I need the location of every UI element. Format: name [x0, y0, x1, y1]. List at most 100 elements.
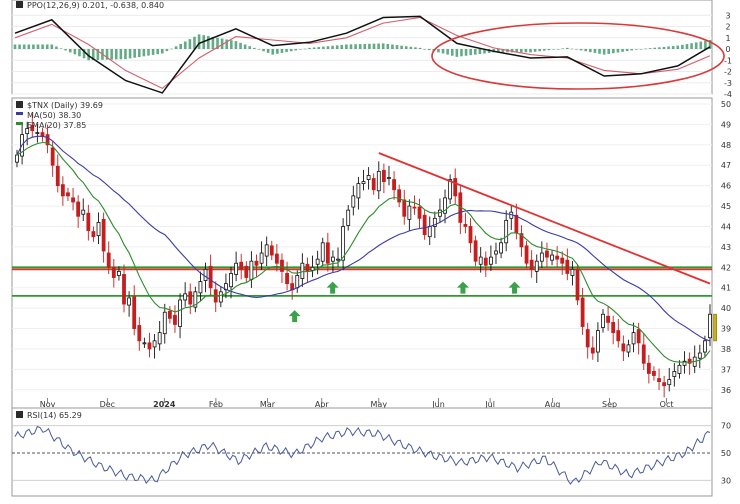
candle-body [448, 179, 453, 200]
candle-body [274, 253, 279, 264]
ppo-histogram-bar [593, 49, 597, 53]
ppo-histogram-bar [556, 49, 560, 50]
candle-body [453, 178, 458, 197]
ppo-histogram-bar [349, 44, 353, 49]
ppo-histogram-bar [381, 43, 385, 49]
candle-body [381, 169, 386, 182]
ppo-histogram-bar [211, 36, 215, 49]
ppo-histogram-bar [538, 49, 542, 52]
candle-body [229, 273, 233, 288]
candle-body [376, 170, 381, 192]
ppo-histogram-bar [18, 44, 21, 49]
candle-body [331, 256, 335, 262]
rsi-line [14, 425, 711, 485]
candle-body [264, 244, 269, 257]
support-arrow [326, 281, 339, 294]
candle-body [636, 329, 641, 344]
ppo-line [14, 15, 711, 94]
ppo-histogram-bar [280, 49, 284, 53]
support-arrow [456, 281, 469, 294]
candle-body [341, 226, 346, 261]
ppo-histogram-bar [354, 44, 357, 49]
ppo-histogram-bar [464, 49, 468, 56]
candle-body [244, 265, 249, 278]
x-tick-label: Dec [100, 400, 115, 409]
ppo-histogram-bar [584, 49, 588, 52]
ppo-histogram-bar [253, 47, 256, 49]
ma50-label: MA(50) 38.30 [27, 111, 81, 120]
candle-body [402, 199, 407, 217]
ppo-histogram-bar [174, 46, 178, 49]
ppo-histogram-bar [289, 49, 293, 52]
candle-body [463, 224, 468, 227]
ppo-histogram-bar [579, 49, 583, 51]
candle-body [198, 281, 203, 294]
price-y-tick: 38 [721, 345, 731, 354]
ppo-histogram-bar [170, 48, 173, 50]
candle-body [631, 332, 636, 345]
ppo-histogram-bar [414, 47, 417, 49]
candle-body [611, 322, 616, 334]
ppo-histogram-bar [621, 49, 624, 52]
ppo-histogram-bar [519, 49, 523, 53]
candle-body [387, 177, 391, 179]
candle-body [152, 340, 157, 348]
ppo-histogram-bar [105, 49, 109, 60]
price-legend: $TNX (Daily) 39.69 MA(50) 38.30 EMA(20) … [16, 101, 103, 130]
candle-body [310, 266, 315, 271]
price-y-tick: 43 [721, 243, 731, 252]
ppo-histogram-bar [612, 49, 615, 54]
candle-body [285, 273, 289, 285]
candle-body [504, 219, 509, 244]
ppo-histogram-bar [368, 43, 371, 49]
ppo-y-tick: 1 [725, 34, 730, 43]
ppo-histogram-bar [22, 44, 26, 49]
ppo-histogram-bar [239, 42, 242, 49]
price-y-tick: 36 [721, 386, 731, 395]
candle-body [351, 195, 356, 208]
candle-body [111, 266, 116, 278]
ppo-histogram-bar [469, 49, 472, 56]
candle-body [483, 257, 488, 266]
candle-body [422, 214, 427, 236]
candle-body [519, 233, 524, 248]
candle-body [239, 261, 244, 270]
ppo-histogram-bar [699, 41, 703, 49]
candle-body [269, 245, 274, 256]
ppo-histogram-bar [708, 40, 712, 49]
ppo-histogram-bar [55, 46, 58, 49]
ppo-histogram-bar [496, 49, 500, 53]
ppo-histogram-bar [547, 49, 551, 51]
candle-body [86, 212, 91, 231]
ppo-histogram-bar [294, 49, 298, 51]
candle-body [646, 362, 651, 374]
ppo-histogram-bar [630, 49, 634, 51]
candle-body [45, 134, 50, 146]
candle-body [336, 258, 340, 261]
candle-body [356, 183, 361, 199]
candle-body [687, 358, 692, 364]
ppo-histogram-bar [50, 44, 54, 49]
ppo-histogram-bar [87, 49, 90, 61]
support-arrow [288, 310, 301, 323]
ppo-histogram-bar [529, 49, 532, 53]
rsi-panel: 70 50 30 RSI(14) 65.29 [11, 407, 731, 497]
candle-body [127, 297, 132, 306]
candle-body [218, 291, 223, 303]
ma50-line [16, 135, 711, 342]
ppo-histogram-bar [404, 46, 408, 49]
ppo-histogram-bar [266, 49, 270, 53]
price-y-tick: 47 [721, 161, 731, 170]
x-tick-label: Nov [40, 400, 56, 409]
ppo-histogram-bar [32, 44, 35, 49]
price-y-tick: 44 [721, 222, 731, 231]
ppo-highlight-ellipse [431, 22, 725, 90]
candle-body [473, 240, 478, 262]
ppo-histogram-bar [602, 49, 606, 55]
ppo-histogram-bar [73, 49, 77, 55]
candle-body [325, 242, 330, 264]
candle-body [575, 268, 580, 301]
ppo-histogram-bar [220, 38, 224, 49]
ppo-histogram-bar [483, 49, 486, 54]
ppo-histogram-bar [216, 37, 219, 49]
